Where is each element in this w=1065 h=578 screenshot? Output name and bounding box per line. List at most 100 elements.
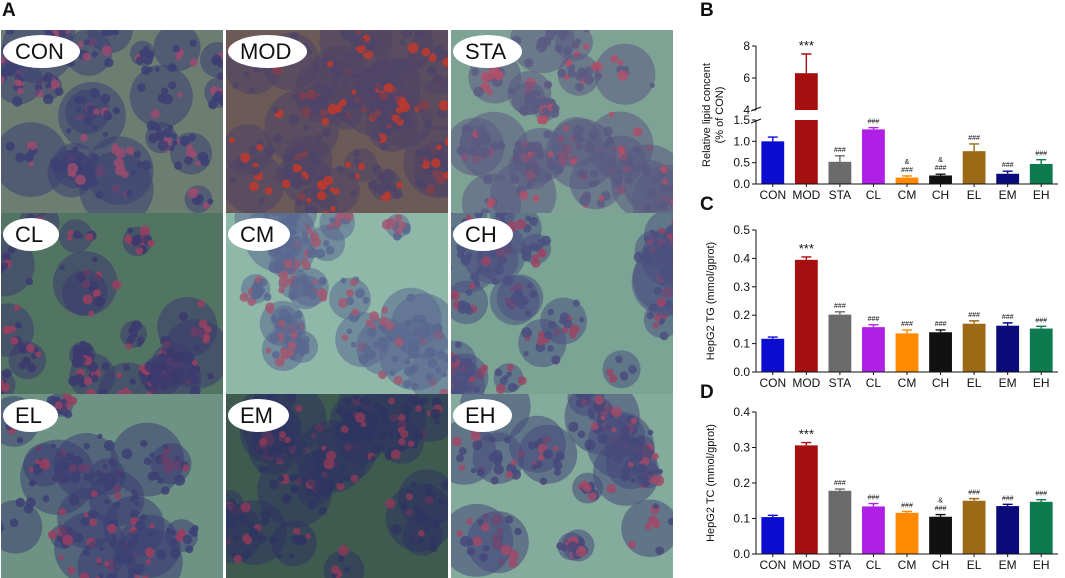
y-axis-title: (% of CON) [714, 87, 726, 144]
micrograph-label: EM [228, 399, 289, 432]
error-bar [768, 337, 778, 339]
micrograph-el: EL [1, 394, 223, 578]
bar-ch [929, 175, 952, 184]
micrograph-sta: STA [451, 30, 673, 214]
error-bar [835, 156, 845, 162]
x-tick-label: STA [829, 376, 851, 390]
error-bar [835, 489, 845, 491]
y-tick-label: 0.4 [733, 405, 750, 419]
bar-cm [896, 333, 919, 372]
bar-el [963, 501, 986, 554]
error-bar [868, 325, 878, 327]
x-tick-label: CM [898, 376, 917, 390]
y-axis-title: HepG2 TG (mmol/gprot) [705, 242, 717, 360]
annotation-label: ### [968, 312, 980, 319]
micrograph-label: CON [3, 35, 80, 68]
micrograph-label: CL [3, 218, 59, 251]
x-tick-label: CON [759, 188, 786, 202]
y-tick-label: 0.2 [733, 476, 750, 490]
bar-ch [929, 517, 952, 554]
y-tick-label: 0.5 [733, 156, 750, 170]
micrograph-label: EH [453, 399, 512, 432]
bar-con [761, 141, 784, 184]
bar-el [963, 324, 986, 372]
error-bar [1036, 160, 1046, 164]
micrograph-label: MOD [228, 35, 307, 68]
annotation-label: ### [834, 480, 846, 487]
annotation-label: ### [1035, 151, 1047, 158]
panel-label-a: A [2, 0, 16, 22]
micrograph-label: CM [228, 218, 290, 251]
y-tick-label: 0.0 [733, 177, 750, 191]
error-bar [835, 312, 845, 315]
x-tick-label: CON [759, 558, 786, 572]
micrograph-cl: CL [1, 213, 223, 397]
annotation-label: ### [901, 167, 913, 174]
error-bar [868, 128, 878, 130]
x-tick-label: CL [866, 376, 882, 390]
error-bar [801, 54, 811, 73]
error-bar [902, 511, 912, 512]
error-bar [868, 504, 878, 507]
micrograph-label: STA [453, 35, 522, 68]
bar-cl [862, 327, 885, 372]
error-bar [801, 257, 811, 260]
error-bar [936, 174, 946, 175]
error-bar [969, 144, 979, 151]
x-tick-label: CL [866, 558, 882, 572]
micrograph-eh: EH [451, 394, 673, 578]
x-tick-label: EM [999, 188, 1017, 202]
y-tick-label: 0.2 [733, 308, 750, 322]
y-tick-label: 8 [743, 39, 750, 53]
x-tick-label: CH [932, 376, 949, 390]
significance-label: *** [799, 38, 814, 53]
micrograph-em: EM [226, 394, 448, 578]
annotation-label: ### [834, 147, 846, 154]
annotation-label: ### [935, 165, 947, 172]
bar-cm [896, 513, 919, 554]
y-tick-label: 0.1 [733, 512, 750, 526]
annotation-label: ### [1002, 314, 1014, 321]
bar-con [761, 517, 784, 554]
micrograph-label: EL [3, 399, 58, 432]
micrograph-con: CON [1, 30, 223, 214]
annotation-label: ### [868, 316, 880, 323]
micrograph-mod: MOD [226, 30, 448, 214]
error-bar [1003, 323, 1013, 326]
x-tick-label: EH [1033, 558, 1050, 572]
x-tick-label: EL [967, 188, 982, 202]
annotation-label: ### [1002, 495, 1014, 502]
annotation-label: ### [901, 321, 913, 328]
annotation-label: ### [1035, 317, 1047, 324]
y-tick-label: 0.3 [733, 441, 750, 455]
error-bar [969, 321, 979, 324]
y-tick-label: 1.5 [733, 113, 750, 127]
bar-sta [828, 315, 851, 372]
y-tick-label: 0.3 [733, 280, 750, 294]
y-tick-label: 1.0 [733, 134, 750, 148]
bar-cl [862, 506, 885, 554]
annotation-label: & [905, 159, 910, 166]
annotation-label: ### [935, 321, 947, 328]
error-bar [902, 330, 912, 333]
bar-sta [828, 491, 851, 554]
error-bar [768, 137, 778, 141]
significance-label: *** [799, 427, 814, 442]
error-bar [801, 443, 811, 446]
micrograph-ch: CH [451, 213, 673, 397]
y-tick-label: 0.5 [733, 223, 750, 237]
y-tick-label: 0.1 [733, 337, 750, 351]
bar-em [996, 506, 1019, 554]
error-bar [1003, 171, 1013, 174]
bar-mod [795, 260, 818, 372]
error-bar [1036, 326, 1046, 328]
error-bar [936, 330, 946, 332]
x-tick-label: CL [866, 188, 882, 202]
x-tick-label: CH [932, 188, 949, 202]
x-tick-label: EM [999, 558, 1017, 572]
bar-eh [1030, 164, 1053, 184]
error-bar [902, 176, 912, 178]
bar-em [996, 174, 1019, 184]
bar-cm [896, 178, 919, 184]
